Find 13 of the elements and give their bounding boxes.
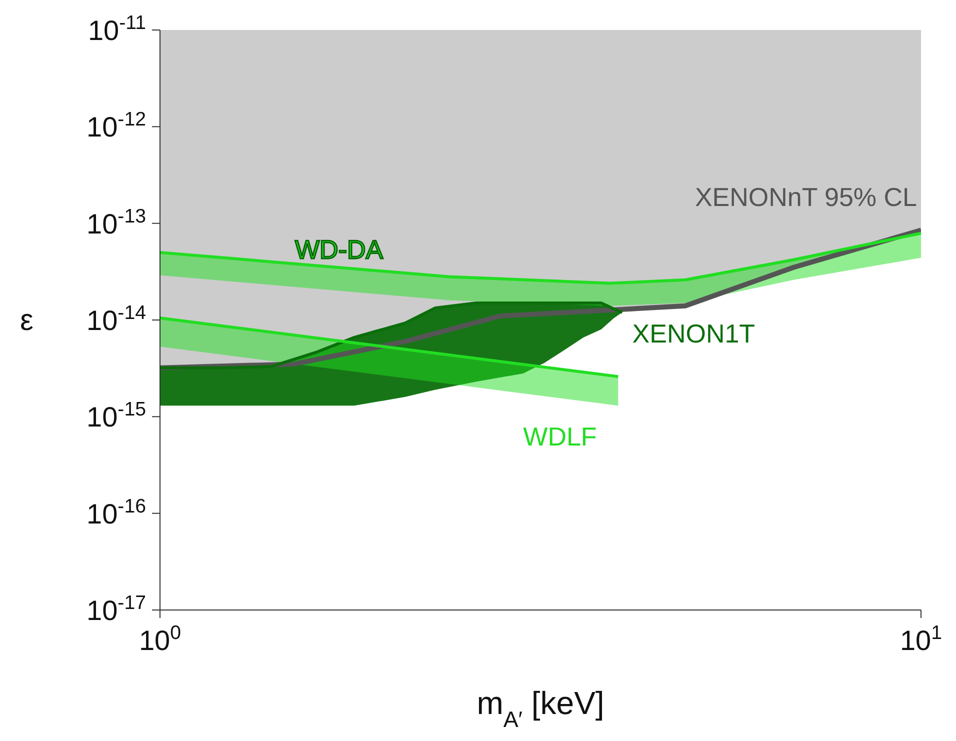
series-label: XENON1T bbox=[632, 318, 756, 348]
x-tick-label: 10$^{1}$ bbox=[900, 622, 942, 656]
y-tick-label: 10$^{-15}$ bbox=[86, 398, 146, 433]
series-label: XENONnT 95% CL bbox=[694, 182, 917, 212]
series-label: WD-DA bbox=[295, 234, 384, 264]
y-tick-label: 10$^{-12}$ bbox=[86, 108, 146, 143]
y-axis-title: ε bbox=[20, 304, 34, 337]
x-axis-title: m$_{A′}$ [keV] bbox=[476, 685, 604, 732]
y-tick-label: 10$^{-13}$ bbox=[86, 205, 146, 240]
y-tick-label: 10$^{-11}$ bbox=[88, 12, 146, 46]
series-label: WDLF bbox=[523, 422, 597, 452]
y-tick-label: 10$^{-14}$ bbox=[86, 302, 146, 336]
y-tick-label: 10$^{-16}$ bbox=[86, 495, 146, 530]
